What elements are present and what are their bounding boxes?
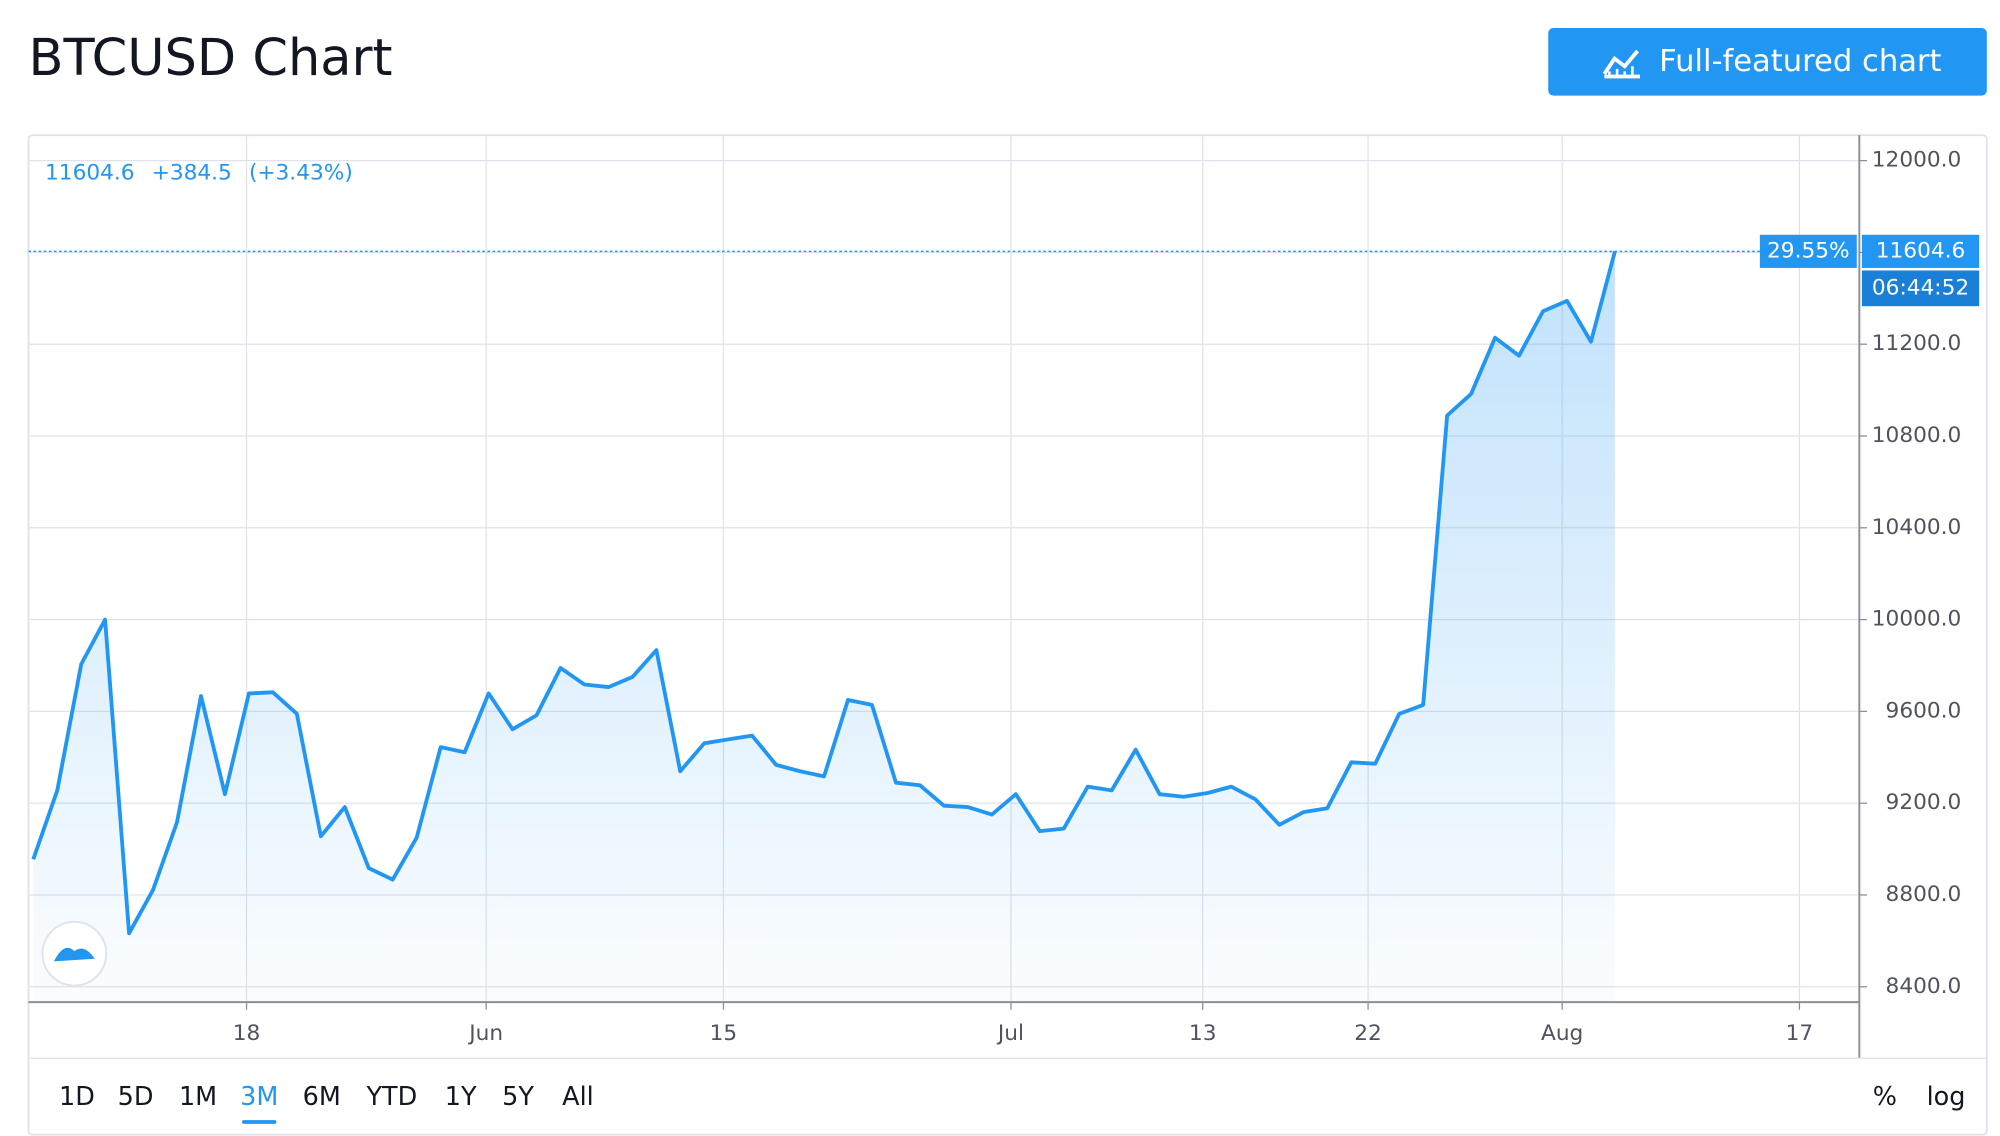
range-button[interactable]: All (562, 1082, 594, 1112)
y-tick-label: 8400.0 (1886, 974, 1962, 999)
countdown-label: 06:44:52 (1872, 275, 1969, 300)
legend-price: 11604.6 (45, 160, 135, 185)
full-chart-button[interactable]: Full-featured chart (1548, 28, 1987, 96)
price-line (31, 250, 1617, 936)
range-button[interactable]: 3M (240, 1082, 278, 1112)
area (33, 251, 1615, 1003)
change-badge-label: 29.55% (1767, 238, 1850, 263)
scale-button[interactable]: log (1927, 1082, 1966, 1112)
chart-frame (27, 134, 1988, 1136)
range-button[interactable]: 1Y (445, 1082, 477, 1112)
price-badge (1861, 234, 1980, 268)
range-button[interactable]: 5D (118, 1082, 154, 1112)
logo-icon[interactable] (53, 947, 95, 962)
legend-change-percent: (+3.43%) (249, 160, 353, 185)
y-tick-label: 9600.0 (1886, 698, 1962, 723)
x-tick-label: 15 (710, 1021, 738, 1046)
x-tick-label: 22 (1354, 1021, 1382, 1046)
y-tick-label: 10800.0 (1872, 423, 1962, 448)
x-tick-label: Jun (467, 1021, 503, 1046)
x-tick-label: 13 (1189, 1021, 1217, 1046)
range-button[interactable]: 5Y (502, 1082, 534, 1112)
legend-change: +384.5 (152, 160, 232, 185)
button-background[interactable] (1548, 28, 1987, 96)
button-icon-bars[interactable] (1608, 66, 1634, 77)
range-button[interactable]: 1D (59, 1082, 95, 1112)
range-button[interactable]: 1M (179, 1082, 217, 1112)
chart-title: BTCUSD Chart (28, 29, 392, 88)
legend-text: 11604.6 +384.5 (+3.43%) (45, 160, 353, 185)
y-tick-label: 8800.0 (1886, 882, 1962, 907)
scale-button[interactable]: % (1873, 1082, 1897, 1112)
y-tick-label: 11200.0 (1872, 331, 1962, 356)
x-tick-label: Aug (1541, 1021, 1583, 1046)
logo[interactable] (41, 920, 108, 987)
range-button[interactable]: 6M (303, 1082, 341, 1112)
range-button[interactable]: YTD (365, 1082, 417, 1112)
x-tick-label: 18 (233, 1021, 261, 1046)
y-tick-label: 10400.0 (1872, 515, 1962, 540)
y-tick-label: 9200.0 (1886, 790, 1962, 815)
x-tick-label: 17 (1786, 1021, 1814, 1046)
x-tick-label: Jul (996, 1021, 1024, 1046)
button-label[interactable]: Full-featured chart (1659, 44, 1941, 79)
countdown-badge (1861, 270, 1980, 307)
y-tick-label: 10000.0 (1872, 607, 1962, 632)
change-badge (1759, 234, 1857, 268)
y-tick-label: 12000.0 (1872, 148, 1962, 173)
price-badge-label: 11604.6 (1876, 238, 1966, 263)
